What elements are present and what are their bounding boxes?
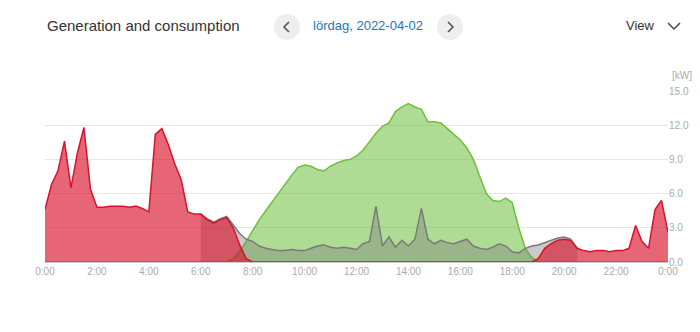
- svg-text:3.0: 3.0: [669, 222, 683, 233]
- svg-text:2:00: 2:00: [87, 266, 107, 277]
- svg-text:0.0: 0.0: [669, 257, 683, 268]
- svg-text:14:00: 14:00: [396, 266, 421, 277]
- svg-text:0:00: 0:00: [35, 266, 55, 277]
- html-text:View: View: [626, 18, 654, 33]
- svg-text:4:00: 4:00: [139, 266, 159, 277]
- svg-text:10:00: 10:00: [292, 266, 317, 277]
- html-text:Generation and consumption: Generation and consumption: [47, 17, 240, 34]
- svg-text:8:00: 8:00: [243, 266, 263, 277]
- svg-text:12:00: 12:00: [344, 266, 369, 277]
- html-text:lördag, 2022-04-02: lördag, 2022-04-02: [313, 18, 423, 33]
- svg-text:9.0: 9.0: [669, 154, 683, 165]
- svg-text:6.0: 6.0: [669, 188, 683, 199]
- svg-text:20:00: 20:00: [552, 266, 577, 277]
- svg-text:16:00: 16:00: [448, 266, 473, 277]
- svg-text:12.0: 12.0: [669, 120, 689, 131]
- svg-text:15.0: 15.0: [669, 86, 689, 97]
- svg-text:0:00: 0:00: [658, 266, 678, 277]
- svg-text:18:00: 18:00: [500, 266, 525, 277]
- svg-text:22:00: 22:00: [604, 266, 629, 277]
- svg-text:6:00: 6:00: [191, 266, 211, 277]
- svg-text:[kW]: [kW]: [672, 70, 692, 81]
